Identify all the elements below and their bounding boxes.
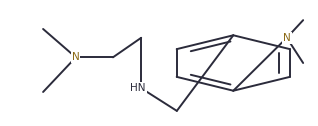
Text: N: N xyxy=(72,52,80,62)
Text: HN: HN xyxy=(130,83,146,93)
Text: N: N xyxy=(283,33,291,43)
